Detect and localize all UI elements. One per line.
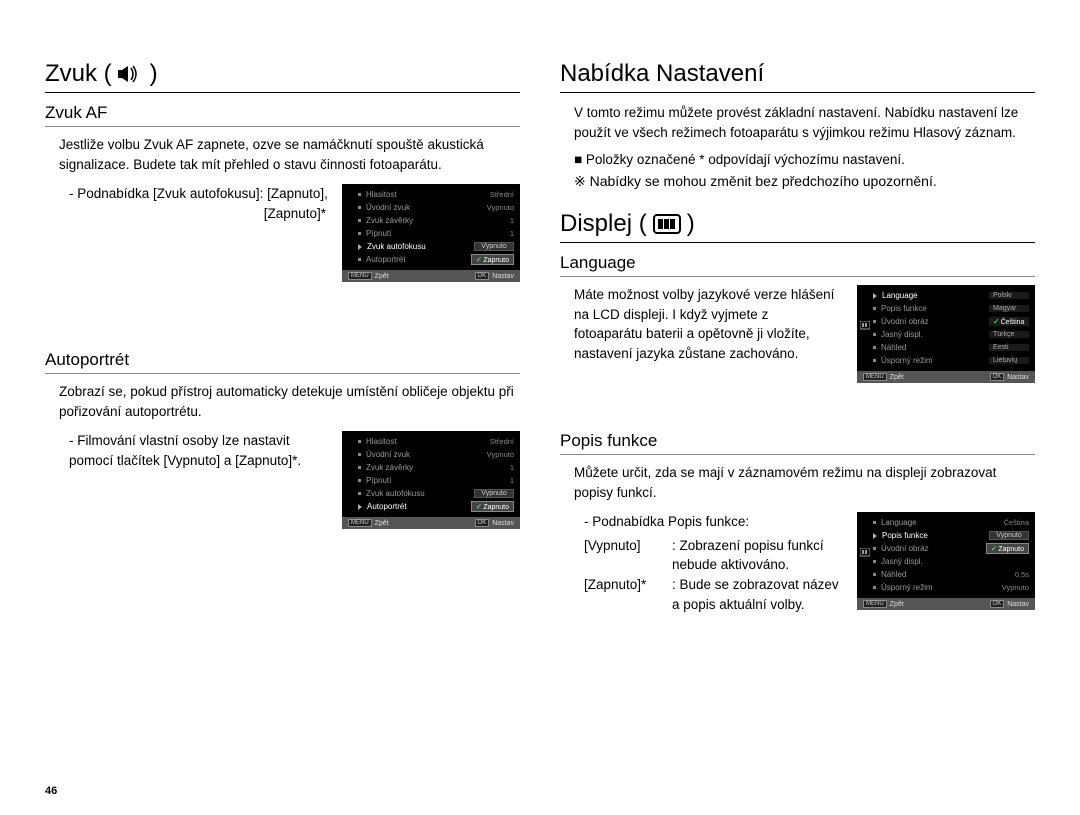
language-ui-preview: LanguagePolskiPopis funkceMagyarÚvodní o… [857,285,1035,383]
zvuk-af-heading: Zvuk AF [45,103,520,127]
autoportret-submenu-text: - Filmování vlastní osoby lze nastavit p… [45,431,332,470]
popis-submenu: - Podnabídka Popis funkce: [Vypnuto]: Zo… [560,512,847,614]
autoportret-ui-preview: HlasitostStředníÚvodní zvukVypnutoZvuk z… [342,431,520,529]
autoportret-heading: Autoportrét [45,350,520,374]
popis-body: Můžete určit, zda se mají v záznamovém r… [560,463,1035,502]
zvuk-af-sub1: - Podnabídka [Zvuk autofokusu]: [Zapnuto… [69,184,332,204]
displej-heading: Displej ( ) [560,210,1035,243]
popis-heading: Popis funkce [560,431,1035,455]
zvuk-af-body: Jestliže volbu Zvuk AF zapnete, ozve se … [45,135,520,174]
language-row: Máte možnost volby jazykové verze hlášen… [560,285,1035,383]
autoportret-body: Zobrazí se, pokud přístroj automaticky d… [45,382,520,421]
speaker-icon [118,64,144,84]
popis-hdr: - Podnabídka Popis funkce: [584,512,847,532]
zvuk-af-sub2: [Zapnuto]* [69,204,332,224]
display-icon [653,214,681,234]
left-column: Zvuk ( ) Zvuk AF Jestliže volbu Zvuk AF … [45,60,520,614]
nabidka-bullet-text: Položky označené * odpovídají výchozímu … [586,152,905,167]
autoportret-submenu-row: - Filmování vlastní osoby lze nastavit p… [45,431,520,529]
nabidka-bullet: ■ Položky označené * odpovídají výchozím… [560,152,1035,167]
nabidka-heading: Nabídka Nastavení [560,60,1035,93]
autoportret-sub1: - Filmování vlastní osoby lze nastavit [69,431,332,451]
autoportret-sub2: pomocí tlačítek [Vypnuto] a [Zapnuto]*. [69,451,332,471]
zvuk-af-submenu-row: - Podnabídka [Zvuk autofokusu]: [Zapnuto… [45,184,520,282]
zvuk-af-submenu-text: - Podnabídka [Zvuk autofokusu]: [Zapnuto… [45,184,332,223]
zvuk-heading: Zvuk ( ) [45,60,520,93]
zvuk-title-close: ) [150,60,158,88]
language-body: Máte možnost volby jazykové verze hlášen… [560,285,841,363]
page-number: 46 [45,785,57,797]
displej-title-close: ) [687,210,695,238]
zvuk-title-text: Zvuk ( [45,60,112,88]
popis-ui-preview: LanguageČeštinaPopis funkceVypnutoÚvodní… [857,512,1035,610]
right-column: Nabídka Nastavení V tomto režimu můžete … [560,60,1035,614]
language-heading: Language [560,253,1035,277]
note-prefix: ※ [574,173,586,189]
zvuk-af-ui-preview: HlasitostStředníÚvodní zvukVypnutoZvuk z… [342,184,520,282]
note-text: Nabídky se mohou změnit bez předchozího … [590,173,937,189]
nabidka-note: ※ Nabídky se mohou změnit bez předchozíh… [560,173,1035,190]
popis-row: - Podnabídka Popis funkce: [Vypnuto]: Zo… [560,512,1035,614]
nabidka-intro: V tomto režimu můžete provést základní n… [560,103,1035,142]
displej-title-text: Displej ( [560,210,647,238]
